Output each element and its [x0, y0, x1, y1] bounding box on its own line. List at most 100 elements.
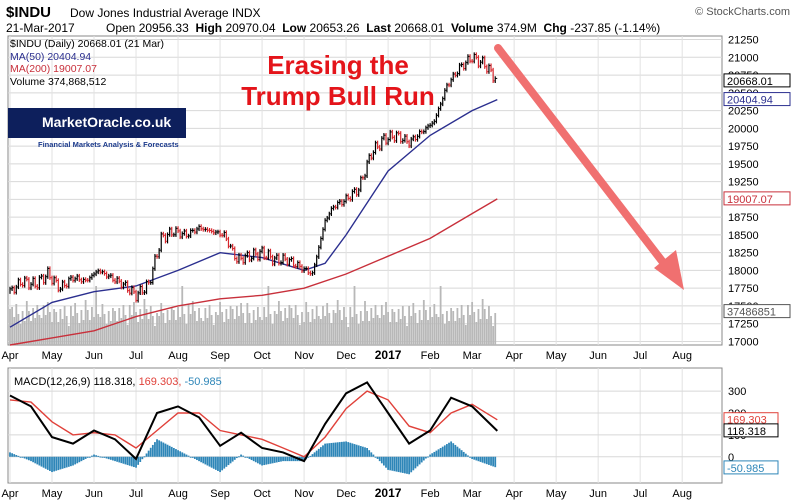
- volume-bar: [28, 311, 30, 345]
- volume-bar: [288, 305, 291, 345]
- macd-histogram-bar: [441, 446, 444, 457]
- macd-histogram-bar: [210, 456, 213, 468]
- volume-bar: [395, 322, 398, 345]
- price-y-tick-label: 19750: [728, 141, 759, 153]
- macd-histogram-bar: [479, 456, 482, 462]
- volume-bar: [240, 303, 242, 345]
- macd-histogram-bar: [23, 456, 26, 459]
- volume-bar: [221, 312, 224, 345]
- volume-bar: [172, 310, 175, 345]
- macd-histogram-bar: [202, 456, 205, 464]
- macd-histogram-bar: [473, 456, 476, 460]
- price-y-tick-label: 19500: [728, 159, 759, 171]
- macd-histogram-bar: [450, 441, 453, 457]
- volume-bar: [88, 320, 91, 345]
- volume-bar: [294, 305, 297, 345]
- macd-histogram-bar: [101, 456, 104, 458]
- volume-bar: [141, 319, 144, 345]
- macd-x-tick-label: Sep: [210, 488, 230, 500]
- macd-histogram-bar: [334, 442, 337, 457]
- macd-histogram-bar: [221, 456, 224, 471]
- macd-legend-hist: -50.985: [184, 376, 222, 388]
- macd-histogram-bar: [246, 456, 249, 458]
- macd-histogram-bar: [376, 456, 379, 459]
- volume-bar: [376, 315, 379, 345]
- quote-date: 21-Mar-2017: [6, 21, 75, 35]
- marketoracle-logo: MarketOracle.co.uk Financial Markets Ana…: [8, 108, 186, 154]
- volume-bar: [91, 307, 93, 345]
- volume-bar: [139, 309, 142, 345]
- volume-bar: [168, 320, 171, 345]
- volume-bar: [248, 313, 251, 345]
- macd-histogram-bar: [223, 456, 226, 469]
- macd-x-tick-label: Oct: [254, 488, 271, 500]
- volume-bar: [441, 314, 444, 345]
- price-y-tick-label: 21250: [728, 35, 759, 47]
- macd-histogram-bar: [162, 442, 165, 457]
- volume-bar: [311, 309, 314, 345]
- macd-histogram-bar: [158, 440, 161, 457]
- macd-histogram-bar: [112, 456, 114, 461]
- price-y-tick-label: 17750: [728, 283, 759, 295]
- macd-histogram-bar: [349, 442, 352, 457]
- macd-histogram-bar: [364, 447, 366, 457]
- price-y-tick-label: 21000: [728, 52, 759, 64]
- macd-histogram-bar: [204, 456, 207, 465]
- volume-bar: [40, 318, 43, 345]
- macd-histogram-bar: [63, 456, 66, 469]
- macd-histogram-bar: [154, 442, 156, 457]
- macd-histogram-bar: [401, 456, 404, 473]
- macd-histogram-bar: [17, 455, 20, 457]
- macd-histogram-bar: [51, 456, 53, 473]
- volume-bar: [130, 315, 133, 345]
- macd-histogram-bar: [11, 453, 14, 457]
- macd-histogram-bar: [114, 456, 116, 462]
- volume-bar: [305, 302, 308, 345]
- volume-bar: [420, 320, 423, 345]
- macd-histogram-bar: [355, 444, 358, 457]
- macd-histogram-bar: [452, 443, 455, 457]
- price-y-tick-label: 18750: [728, 212, 759, 224]
- macd-histogram-bar: [395, 456, 398, 472]
- chart-header: $INDU Dow Jones Industrial Average INDX …: [0, 0, 800, 36]
- macd-histogram-bar: [345, 441, 347, 457]
- volume-bar: [25, 301, 28, 345]
- macd-histogram-bar: [244, 456, 247, 458]
- macd-histogram-bar: [93, 454, 95, 457]
- volume-bar: [490, 316, 492, 345]
- volume-bar: [374, 305, 377, 345]
- volume-bar: [460, 305, 463, 345]
- macd-histogram-bar: [477, 456, 480, 462]
- macd-last-value-label: 118.318: [727, 426, 766, 438]
- macd-histogram-bar: [485, 456, 488, 465]
- volume-bar: [53, 309, 56, 345]
- volume-bar: [15, 304, 18, 345]
- volume-bar: [437, 317, 440, 345]
- macd-histogram-bar: [313, 452, 316, 457]
- macd-histogram-bar: [431, 453, 434, 457]
- macd-histogram-bar: [250, 456, 253, 461]
- macd-histogram-bar: [145, 453, 148, 457]
- volume-bar: [391, 309, 394, 345]
- volume-bar: [271, 324, 274, 345]
- macd-histogram-bar: [13, 454, 16, 457]
- macd-histogram-bar: [49, 456, 51, 471]
- volume-bar: [494, 313, 497, 345]
- volume-bar: [227, 319, 230, 345]
- volume-bar: [212, 325, 215, 345]
- macd-histogram-bar: [292, 456, 295, 462]
- price-y-tick-label: 17250: [728, 319, 759, 331]
- volume-bar: [383, 315, 385, 345]
- macd-histogram-bar: [383, 456, 385, 466]
- macd-histogram-bar: [160, 441, 163, 457]
- macd-histogram-bar: [217, 456, 219, 471]
- volume-bar: [256, 307, 259, 345]
- macd-histogram-bar: [280, 456, 282, 462]
- macd-histogram-bar: [256, 456, 259, 464]
- macd-histogram-bar: [91, 455, 93, 457]
- volume-bar: [259, 317, 261, 345]
- volume-bar: [378, 318, 381, 345]
- macd-histogram-bar: [227, 456, 230, 466]
- logo-tagline: Financial Markets Analysis & Forecasts: [38, 140, 179, 149]
